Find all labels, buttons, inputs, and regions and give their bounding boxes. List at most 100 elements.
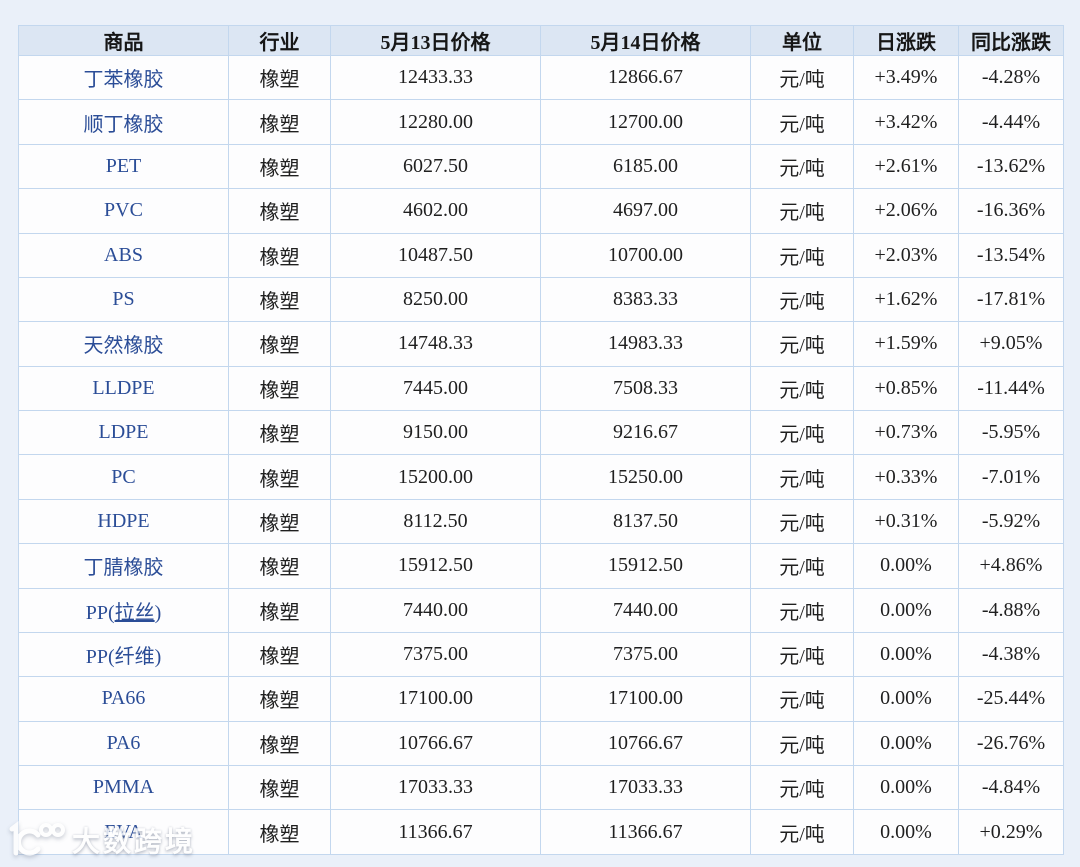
yoy-change-cell: -4.88% bbox=[958, 587, 1064, 633]
yoy-change-cell: -4.38% bbox=[958, 631, 1064, 678]
industry-cell: 橡塑 bbox=[228, 276, 331, 323]
price-may14-cell: 8137.50 bbox=[540, 498, 751, 545]
commodity-name-cell: PC bbox=[18, 454, 229, 500]
industry-cell: 橡塑 bbox=[228, 365, 331, 412]
column-header-price-may13: 5月13日价格 bbox=[330, 25, 541, 56]
industry-cell: 橡塑 bbox=[228, 543, 331, 589]
industry-cell: 橡塑 bbox=[228, 676, 331, 722]
unit-cell: 元/吨 bbox=[750, 587, 854, 633]
table-row: PMMA 橡塑 17033.33 17033.33 元/吨 0.00% -4.84% bbox=[18, 764, 1064, 811]
table-row: LDPE 橡塑 9150.00 9216.67 元/吨 +0.73% -5.95% bbox=[18, 409, 1064, 456]
yoy-change-cell: -5.95% bbox=[958, 409, 1064, 456]
price-may14-cell: 6185.00 bbox=[540, 143, 751, 190]
commodity-name-cell: 丁苯橡胶 bbox=[18, 54, 229, 101]
unit-cell: 元/吨 bbox=[750, 188, 854, 234]
price-may13-cell: 15912.50 bbox=[330, 543, 541, 589]
industry-cell: 橡塑 bbox=[228, 454, 331, 500]
industry-cell: 橡塑 bbox=[228, 99, 331, 145]
table-row: 天然橡胶 橡塑 14748.33 14983.33 元/吨 +1.59% +9.05% bbox=[18, 321, 1064, 367]
commodity-name-cell: PA6 bbox=[18, 720, 229, 767]
unit-cell: 元/吨 bbox=[750, 409, 854, 456]
commodity-name-cell: EVA bbox=[18, 809, 229, 855]
commodity-name-cell: ABS bbox=[18, 232, 229, 278]
yoy-change-cell: -11.44% bbox=[958, 365, 1064, 412]
price-may13-cell: 8250.00 bbox=[330, 276, 541, 323]
table-row: PVC 橡塑 4602.00 4697.00 元/吨 +2.06% -16.36% bbox=[18, 188, 1064, 234]
daily-change-cell: 0.00% bbox=[853, 543, 959, 589]
unit-cell: 元/吨 bbox=[750, 321, 854, 367]
daily-change-cell: +3.42% bbox=[853, 99, 959, 145]
price-may13-cell: 17033.33 bbox=[330, 764, 541, 811]
industry-cell: 橡塑 bbox=[228, 321, 331, 367]
table-row: HDPE 橡塑 8112.50 8137.50 元/吨 +0.31% -5.92% bbox=[18, 498, 1064, 545]
column-header-yoy-change: 同比涨跌 bbox=[958, 25, 1064, 56]
daily-change-cell: +1.59% bbox=[853, 321, 959, 367]
daily-change-cell: 0.00% bbox=[853, 764, 959, 811]
table-body: 丁苯橡胶 橡塑 12433.33 12866.67 元/吨 +3.49% -4.28% 顺丁橡… bbox=[18, 54, 1064, 855]
price-may14-cell: 4697.00 bbox=[540, 188, 751, 234]
commodity-name-cell: 丁腈橡胶 bbox=[18, 543, 229, 589]
industry-cell: 橡塑 bbox=[228, 720, 331, 767]
daily-change-cell: 0.00% bbox=[853, 631, 959, 678]
price-may13-cell: 11366.67 bbox=[330, 809, 541, 855]
price-may13-cell: 12280.00 bbox=[330, 99, 541, 145]
industry-cell: 橡塑 bbox=[228, 143, 331, 190]
table-row: PC 橡塑 15200.00 15250.00 元/吨 +0.33% -7.01% bbox=[18, 454, 1064, 500]
unit-cell: 元/吨 bbox=[750, 454, 854, 500]
unit-cell: 元/吨 bbox=[750, 720, 854, 767]
unit-cell: 元/吨 bbox=[750, 232, 854, 278]
industry-cell: 橡塑 bbox=[228, 232, 331, 278]
price-may14-cell: 14983.33 bbox=[540, 321, 751, 367]
daily-change-cell: 0.00% bbox=[853, 676, 959, 722]
price-may14-cell: 7508.33 bbox=[540, 365, 751, 412]
yoy-change-cell: -26.76% bbox=[958, 720, 1064, 767]
industry-cell: 橡塑 bbox=[228, 188, 331, 234]
yoy-change-cell: -4.84% bbox=[958, 764, 1064, 811]
price-may13-cell: 10487.50 bbox=[330, 232, 541, 278]
price-may13-cell: 15200.00 bbox=[330, 454, 541, 500]
price-may13-cell: 7445.00 bbox=[330, 365, 541, 412]
table-row: 丁腈橡胶 橡塑 15912.50 15912.50 元/吨 0.00% +4.86% bbox=[18, 543, 1064, 589]
table-row: PP(纤维) 橡塑 7375.00 7375.00 元/吨 0.00% -4.38% bbox=[18, 631, 1064, 678]
column-header-commodity: 商品 bbox=[18, 25, 229, 56]
commodity-name-cell: PET bbox=[18, 143, 229, 190]
industry-cell: 橡塑 bbox=[228, 498, 331, 545]
price-may13-cell: 14748.33 bbox=[330, 321, 541, 367]
industry-cell: 橡塑 bbox=[228, 809, 331, 855]
industry-cell: 橡塑 bbox=[228, 764, 331, 811]
price-may14-cell: 17033.33 bbox=[540, 764, 751, 811]
column-header-unit: 单位 bbox=[750, 25, 854, 56]
commodity-name-cell: 顺丁橡胶 bbox=[18, 99, 229, 145]
daily-change-cell: 0.00% bbox=[853, 809, 959, 855]
commodity-name-cell: LLDPE bbox=[18, 365, 229, 412]
price-may13-cell: 8112.50 bbox=[330, 498, 541, 545]
commodity-name-cell: PP(拉丝) bbox=[18, 587, 229, 633]
table-row: PA6 橡塑 10766.67 10766.67 元/吨 0.00% -26.76% bbox=[18, 720, 1064, 767]
price-may14-cell: 15912.50 bbox=[540, 543, 751, 589]
unit-cell: 元/吨 bbox=[750, 631, 854, 678]
commodity-name-cell: PMMA bbox=[18, 764, 229, 811]
yoy-change-cell: -7.01% bbox=[958, 454, 1064, 500]
unit-cell: 元/吨 bbox=[750, 276, 854, 323]
daily-change-cell: +3.49% bbox=[853, 54, 959, 101]
industry-cell: 橡塑 bbox=[228, 587, 331, 633]
commodity-name-cell: PS bbox=[18, 276, 229, 323]
commodity-name-cell: 天然橡胶 bbox=[18, 321, 229, 367]
table-row: PET 橡塑 6027.50 6185.00 元/吨 +2.61% -13.62% bbox=[18, 143, 1064, 190]
commodity-name-cell: HDPE bbox=[18, 498, 229, 545]
price-may14-cell: 17100.00 bbox=[540, 676, 751, 722]
price-may14-cell: 9216.67 bbox=[540, 409, 751, 456]
table-row: LLDPE 橡塑 7445.00 7508.33 元/吨 +0.85% -11.44% bbox=[18, 365, 1064, 412]
price-may14-cell: 10700.00 bbox=[540, 232, 751, 278]
yoy-change-cell: +9.05% bbox=[958, 321, 1064, 367]
unit-cell: 元/吨 bbox=[750, 543, 854, 589]
table-row: 顺丁橡胶 橡塑 12280.00 12700.00 元/吨 +3.42% -4.44% bbox=[18, 99, 1064, 145]
unit-cell: 元/吨 bbox=[750, 498, 854, 545]
commodity-name-cell: PA66 bbox=[18, 676, 229, 722]
table-row: EVA 橡塑 11366.67 11366.67 元/吨 0.00% +0.29% bbox=[18, 809, 1064, 855]
yoy-change-cell: +4.86% bbox=[958, 543, 1064, 589]
daily-change-cell: +2.61% bbox=[853, 143, 959, 190]
table-row: PP(拉丝) 橡塑 7440.00 7440.00 元/吨 0.00% -4.88% bbox=[18, 587, 1064, 633]
price-may14-cell: 7375.00 bbox=[540, 631, 751, 678]
